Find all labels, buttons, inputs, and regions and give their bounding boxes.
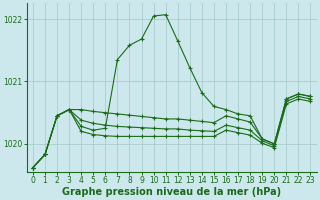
X-axis label: Graphe pression niveau de la mer (hPa): Graphe pression niveau de la mer (hPa): [62, 187, 281, 197]
